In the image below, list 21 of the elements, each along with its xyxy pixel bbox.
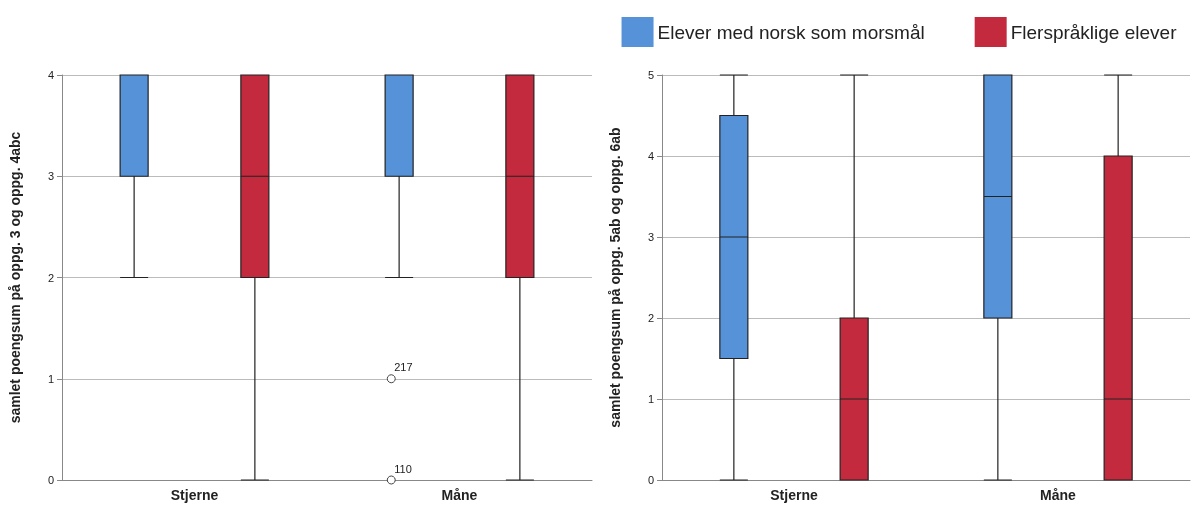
y-tick-label: 0 — [647, 474, 654, 486]
legend-label: Elever med norsk som morsmål — [657, 21, 925, 43]
y-tick-label: 1 — [647, 393, 654, 405]
y-tick-label: 5 — [647, 69, 654, 81]
y-axis-title: samlet poengsum på oppg. 5ab og oppg. 6ab — [607, 127, 623, 428]
y-tick-label: 4 — [47, 69, 54, 81]
y-tick-label: 1 — [47, 372, 54, 385]
x-tick-label: Stjerne — [770, 487, 818, 503]
y-tick-label: 3 — [647, 231, 654, 243]
annotation: 110 — [394, 462, 412, 475]
y-tick-label: 4 — [647, 150, 654, 162]
annotation: 217 — [394, 361, 413, 374]
y-tick-label: 0 — [47, 474, 54, 486]
y-tick-label: 3 — [47, 170, 54, 183]
legend-label: Flerspråklige elever — [1010, 21, 1178, 43]
y-tick-label: 2 — [647, 312, 654, 324]
y-axis-title: samlet poengsum på oppg. 3 og oppg. 4abc — [7, 131, 23, 424]
y-tick-label: 2 — [47, 271, 54, 284]
x-tick-label: Måne — [441, 487, 478, 503]
x-tick-label: Måne — [1040, 487, 1077, 503]
x-tick-label: Stjerne — [170, 487, 219, 503]
